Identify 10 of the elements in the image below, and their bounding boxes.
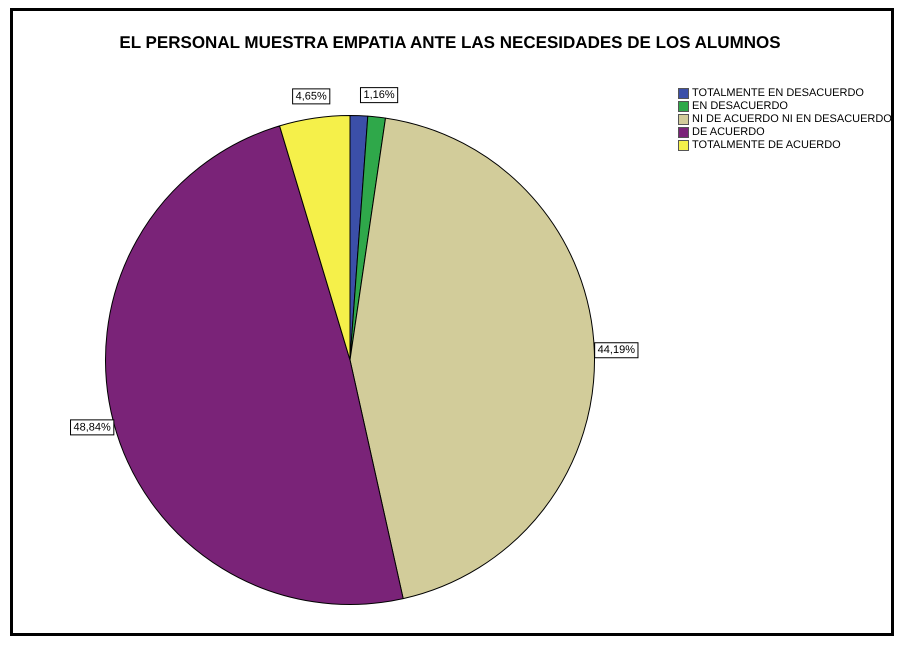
legend-label: DE ACUERDO <box>692 126 765 138</box>
legend-label: TOTALMENTE EN DESACUERDO <box>692 87 864 99</box>
data-label: 4,65% <box>296 90 328 102</box>
data-label: 44,19% <box>598 344 636 356</box>
legend-label: TOTALMENTE DE ACUERDO <box>692 139 841 151</box>
chart-title: EL PERSONAL MUESTRA EMPATIA ANTE LAS NECESIDADES DE LOS ALUMNOS <box>118 33 782 52</box>
data-label: 1,16% <box>363 89 395 102</box>
data-label: 48,84% <box>74 421 112 434</box>
legend-label: EN DESACUERDO <box>692 100 788 112</box>
legend-label: NI DE ACUERDO NI EN DESACUERDO <box>692 113 892 125</box>
